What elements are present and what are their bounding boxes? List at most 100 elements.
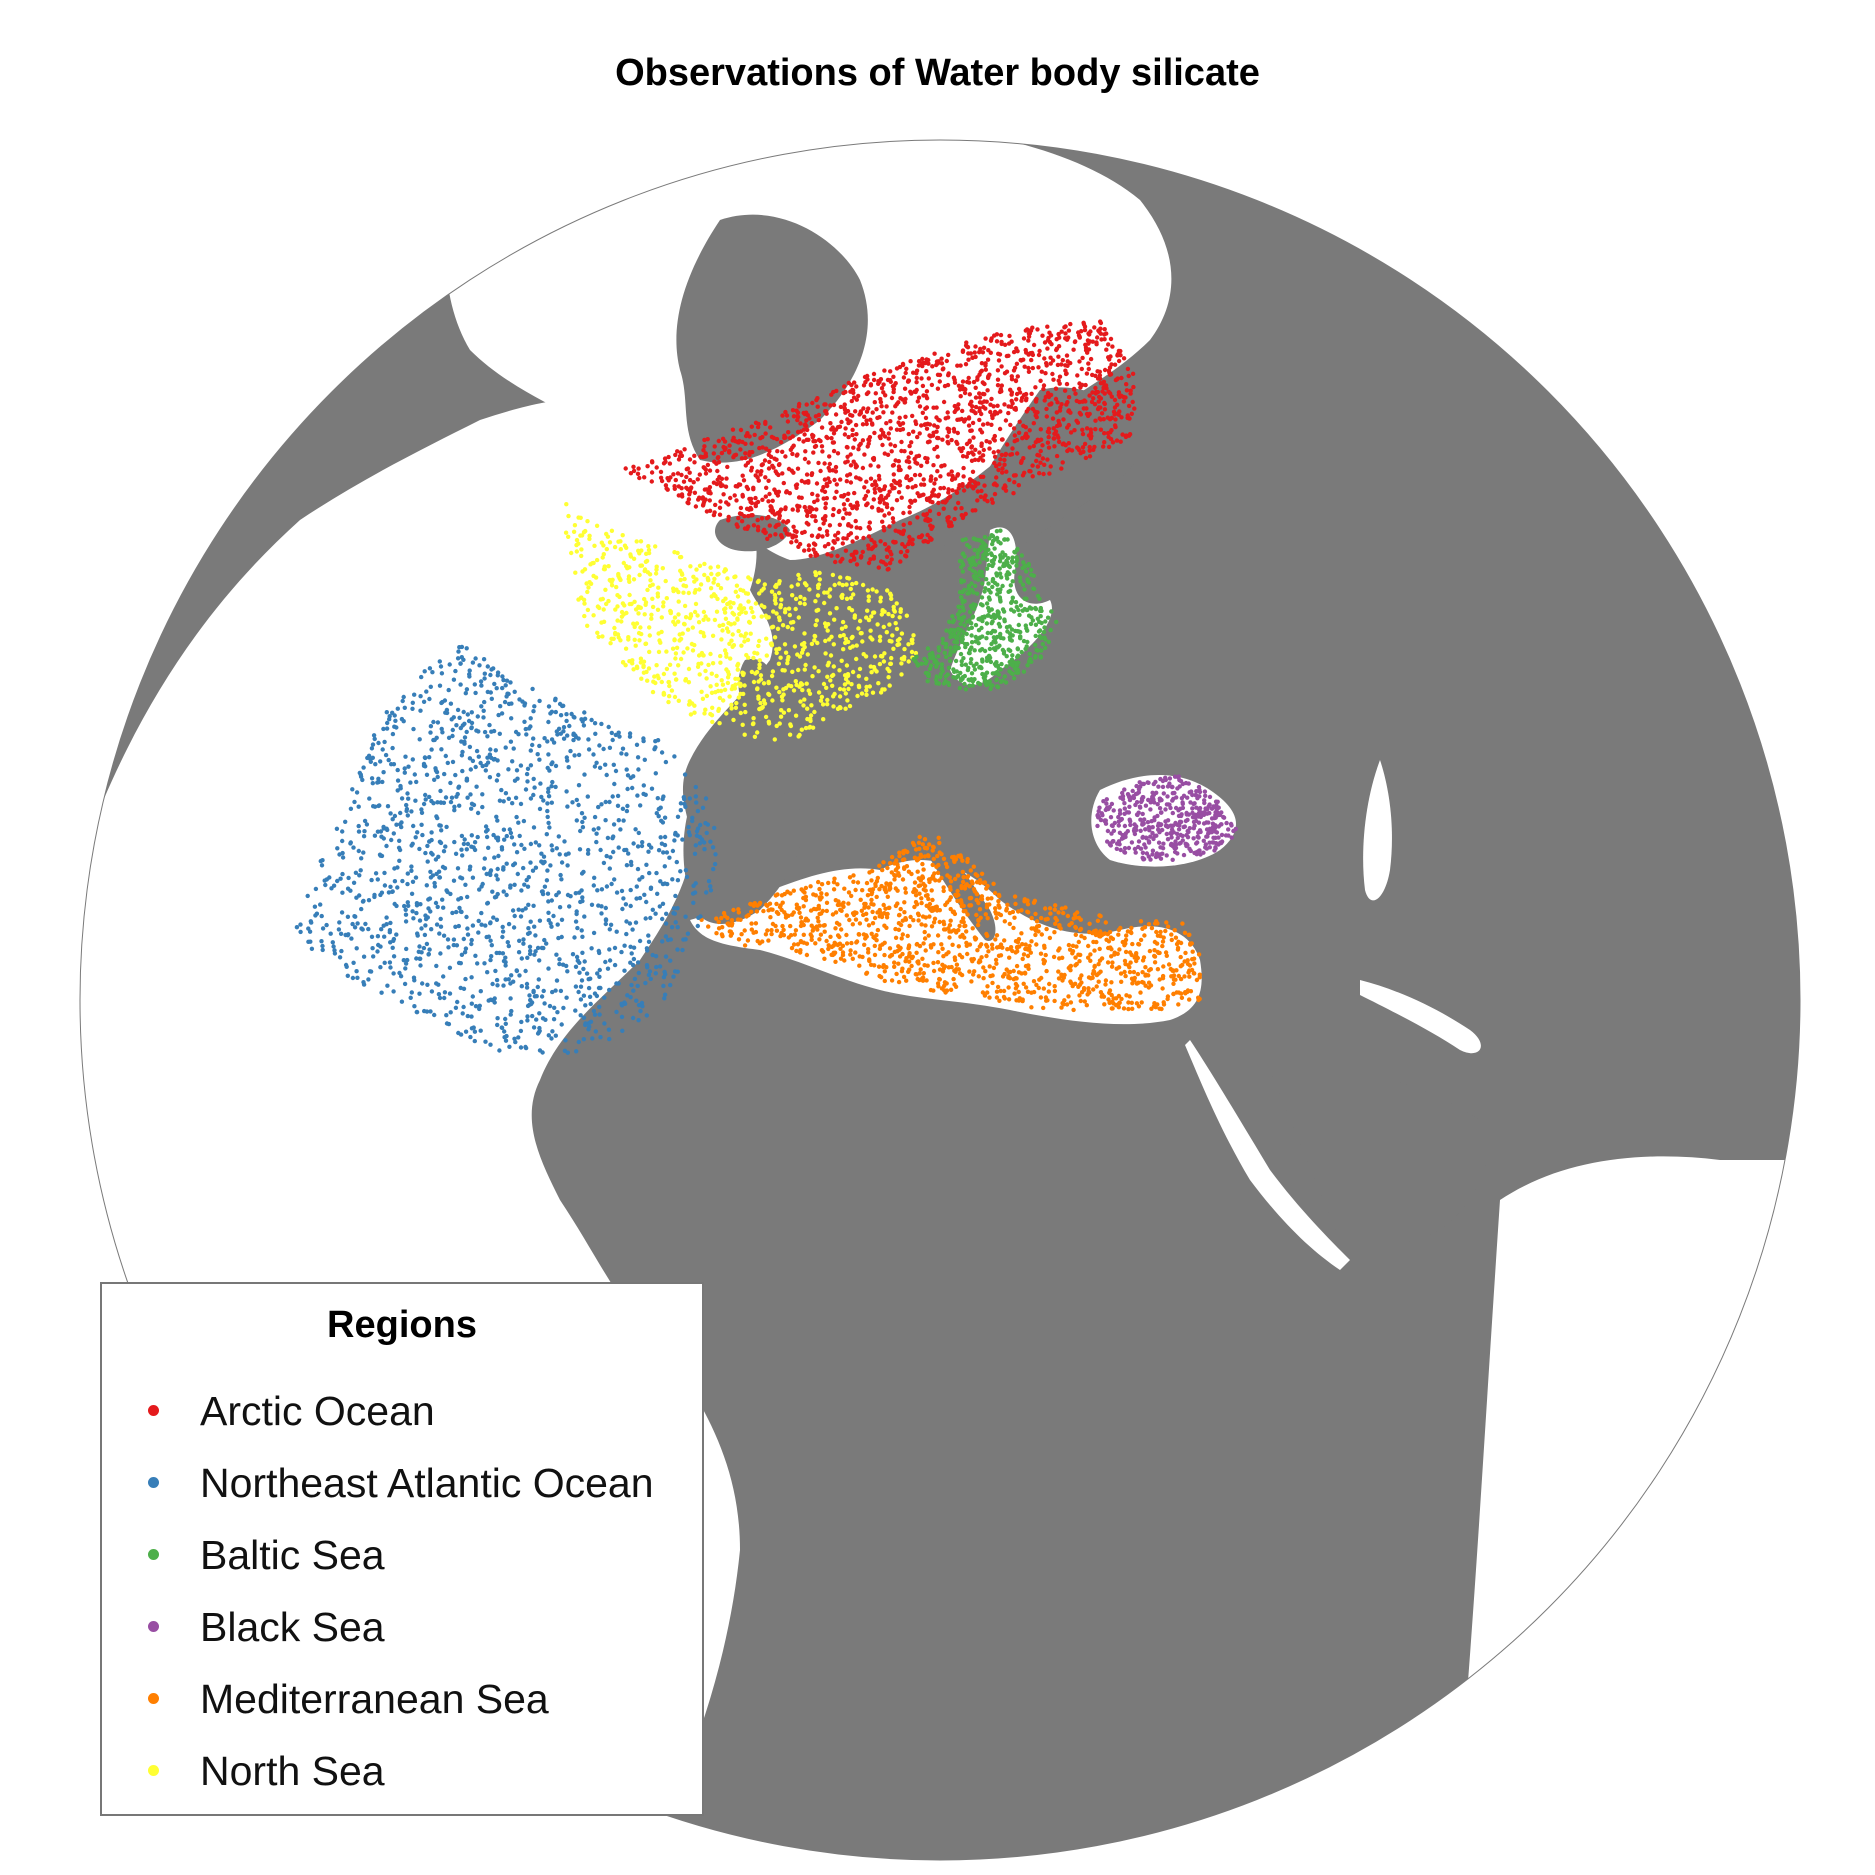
observation-point: [1186, 970, 1191, 975]
observation-point: [1176, 774, 1181, 779]
observation-point: [957, 923, 962, 929]
observation-point: [1048, 627, 1053, 633]
observation-point: [661, 671, 667, 677]
observation-point: [604, 546, 609, 552]
observation-point: [1071, 1007, 1076, 1013]
observation-point: [749, 909, 754, 914]
observation-point: [710, 633, 716, 638]
observation-point: [845, 473, 850, 478]
observation-point: [984, 601, 990, 606]
observation-point: [975, 498, 980, 503]
observation-point: [972, 350, 977, 355]
observation-point: [892, 485, 897, 491]
observation-point: [1138, 817, 1143, 822]
observation-point: [825, 532, 830, 537]
observation-point: [879, 404, 884, 409]
observation-point: [972, 969, 977, 974]
observation-point: [913, 650, 919, 656]
observation-point: [642, 568, 647, 574]
observation-point: [1006, 975, 1011, 980]
observation-point: [1160, 846, 1166, 851]
observation-point: [927, 914, 932, 919]
observation-point: [1185, 842, 1190, 848]
observation-point: [902, 900, 907, 905]
observation-point: [1062, 388, 1068, 393]
observation-point: [1195, 850, 1200, 855]
observation-point: [969, 621, 974, 626]
observation-point: [662, 456, 668, 461]
observation-point: [941, 922, 947, 927]
observation-point: [994, 475, 999, 480]
observation-point: [866, 950, 871, 955]
observation-point: [685, 627, 691, 632]
observation-point: [1046, 639, 1052, 645]
observation-point: [928, 499, 933, 504]
observation-point: [719, 678, 724, 683]
observation-point: [609, 579, 614, 585]
observation-point: [842, 384, 847, 389]
observation-point: [984, 621, 990, 626]
observation-point: [671, 619, 676, 624]
observation-point: [791, 533, 796, 538]
observation-point: [757, 445, 762, 451]
observation-point: [833, 427, 839, 432]
observation-point: [714, 461, 719, 466]
observation-point: [762, 458, 768, 463]
observation-point: [698, 582, 704, 587]
observation-point: [637, 638, 642, 643]
observation-point: [826, 476, 831, 481]
observation-point: [900, 877, 906, 882]
observation-point: [1033, 385, 1038, 390]
observation-point: [1189, 789, 1194, 794]
observation-point: [1117, 811, 1123, 816]
observation-point: [631, 464, 636, 469]
observation-point: [722, 607, 727, 612]
observation-point: [785, 657, 790, 663]
observation-point: [891, 374, 896, 379]
observation-point: [976, 628, 982, 633]
observation-point: [976, 641, 981, 646]
observation-point: [1139, 799, 1144, 805]
observation-point: [636, 611, 641, 616]
observation-point: [854, 939, 860, 944]
observation-point: [716, 438, 721, 444]
observation-point: [761, 908, 766, 914]
observation-point: [1047, 981, 1052, 987]
observation-point: [601, 566, 607, 572]
observation-point: [947, 935, 952, 940]
observation-point: [661, 692, 667, 697]
observation-point: [736, 606, 742, 611]
observation-point: [992, 333, 997, 338]
observation-point: [607, 540, 613, 545]
observation-point: [997, 624, 1003, 629]
observation-point: [1130, 981, 1135, 986]
observation-point: [867, 435, 873, 440]
observation-point: [1002, 619, 1007, 624]
observation-point: [919, 463, 924, 468]
observation-point: [733, 439, 738, 444]
observation-point: [832, 876, 837, 881]
observation-point: [1036, 629, 1042, 634]
observation-point: [807, 691, 813, 696]
observation-point: [1048, 333, 1054, 338]
observation-point: [1000, 583, 1005, 589]
observation-point: [739, 932, 744, 937]
observation-point: [1121, 1006, 1127, 1011]
observation-point: [1219, 810, 1224, 815]
observation-point: [1116, 390, 1122, 395]
observation-point: [1083, 455, 1089, 461]
observation-point: [848, 480, 854, 485]
observation-point: [725, 576, 730, 581]
observation-point: [1100, 992, 1105, 997]
observation-point: [774, 647, 779, 652]
observation-point: [710, 661, 716, 666]
observation-point: [720, 628, 725, 633]
observation-point: [954, 930, 959, 935]
observation-point: [849, 940, 854, 946]
observation-point: [886, 431, 891, 436]
observation-point: [833, 533, 838, 538]
observation-point: [1144, 836, 1149, 841]
observation-point: [951, 667, 956, 672]
observation-point: [1201, 821, 1207, 826]
observation-point: [854, 535, 859, 540]
